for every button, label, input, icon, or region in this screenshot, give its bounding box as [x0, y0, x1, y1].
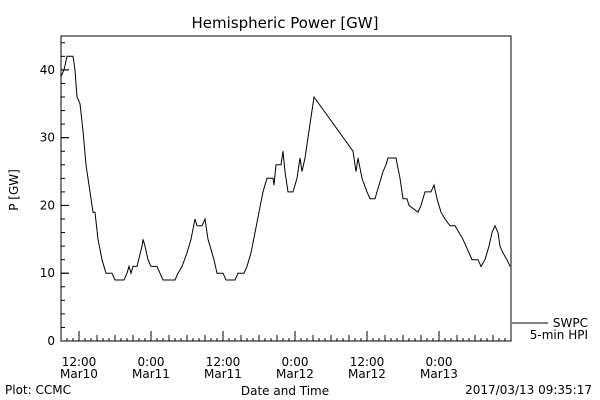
x-axis-label: Date and Time	[241, 384, 329, 398]
series-layer	[60, 55, 511, 281]
x-tick-label-date: Mar11	[132, 367, 170, 381]
y-axis-label: P [GW]	[7, 169, 21, 211]
plot-credit: Plot: CCMC	[5, 383, 71, 397]
x-tick-label-time: 0:00	[138, 355, 165, 369]
legend-series: 5-min HPI	[530, 328, 588, 342]
y-tick-label: 40	[40, 63, 55, 77]
y-tick-label: 30	[40, 131, 55, 145]
x-tick-label-time: 0:00	[426, 355, 453, 369]
x-axis: 12:00Mar100:00Mar1112:00Mar110:00Mar1212…	[60, 331, 512, 381]
x-tick-label-date: Mar10	[60, 367, 98, 381]
x-tick-label-date: Mar11	[204, 367, 242, 381]
x-tick-label-time: 12:00	[62, 355, 97, 369]
x-tick-label-date: Mar12	[348, 367, 386, 381]
y-tick-label: 10	[40, 266, 55, 280]
plot-timestamp: 2017/03/13 09:35:17	[465, 383, 592, 397]
plot-frame	[60, 35, 512, 342]
x-tick-label-date: Mar13	[420, 367, 458, 381]
legend-source: SWPC	[553, 316, 588, 330]
y-tick-label: 0	[47, 334, 55, 348]
x-tick-label-time: 12:00	[350, 355, 385, 369]
chart-title: Hemispheric Power [GW]	[192, 14, 379, 32]
x-tick-label-date: Mar12	[276, 367, 314, 381]
x-tick-label-time: 0:00	[282, 355, 309, 369]
series-line-hpi	[60, 55, 511, 281]
y-tick-label: 20	[40, 198, 55, 212]
legend: SWPC 5-min HPI	[512, 316, 588, 342]
y-axis: 0 10 20 30 40	[40, 42, 69, 348]
x-tick-label-time: 12:00	[206, 355, 241, 369]
